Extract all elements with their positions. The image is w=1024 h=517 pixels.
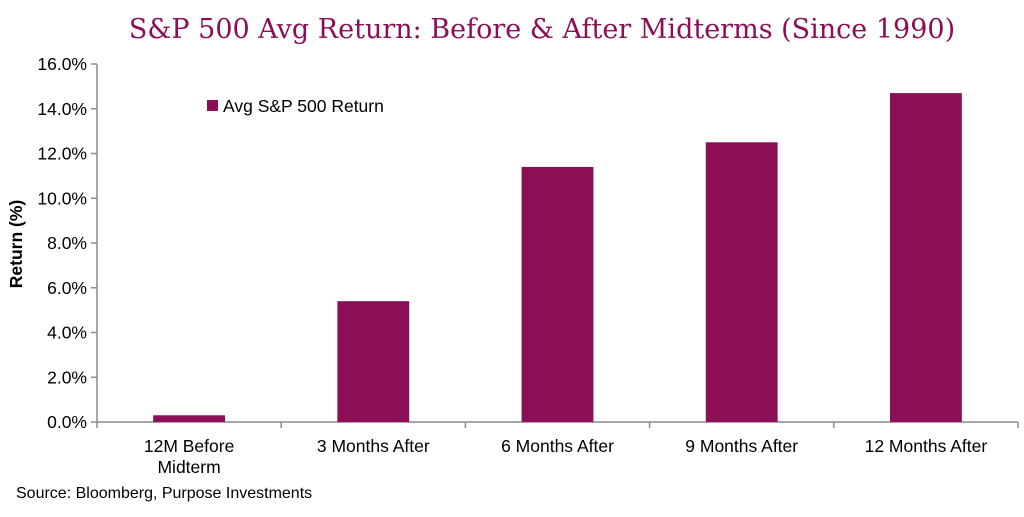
y-tick-label: 16.0% <box>37 54 87 74</box>
y-tick-group: 0.0% 2.0% 4.0% 6.0% 8.0% 10.0% 12.0% 14.0% 16.0% <box>37 54 97 432</box>
y-tick-label: 2.0% <box>47 367 87 387</box>
x-tick-label: 3 Months After <box>317 436 430 456</box>
bar-group <box>153 93 962 423</box>
y-tick-label: 8.0% <box>47 233 87 253</box>
chart-title: S&P 500 Avg Return: Before & After Midte… <box>129 14 955 45</box>
legend-label: Avg S&P 500 Return <box>223 96 384 116</box>
x-tick-label: 12M Before Midterm <box>144 436 234 477</box>
legend: Avg S&P 500 Return <box>207 96 384 116</box>
x-tick-label: 6 Months After <box>501 436 614 456</box>
x-tick-label: 12 Months After <box>865 436 988 456</box>
bar <box>521 166 594 422</box>
x-tick-label: 9 Months After <box>685 436 798 456</box>
legend-swatch <box>207 100 218 111</box>
y-tick-label: 12.0% <box>37 144 87 164</box>
bar <box>337 301 410 422</box>
x-label-group: 12M Before Midterm 3 Months After 6 Months … <box>96 422 1019 477</box>
plot-area: 0.0% 2.0% 4.0% 6.0% 8.0% 10.0% 12.0% 14.0% 16.0%… <box>37 54 1019 477</box>
y-tick-label: 6.0% <box>47 278 87 298</box>
bar <box>705 142 778 422</box>
y-tick-label: 0.0% <box>47 412 87 432</box>
bar <box>153 415 226 422</box>
y-axis-label: Return (%) <box>6 200 26 288</box>
bar <box>889 93 962 423</box>
y-tick-label: 14.0% <box>37 99 87 119</box>
y-tick-label: 10.0% <box>37 188 87 208</box>
source-note: Source: Bloomberg, Purpose Investments <box>16 485 312 502</box>
y-tick-label: 4.0% <box>47 323 87 343</box>
